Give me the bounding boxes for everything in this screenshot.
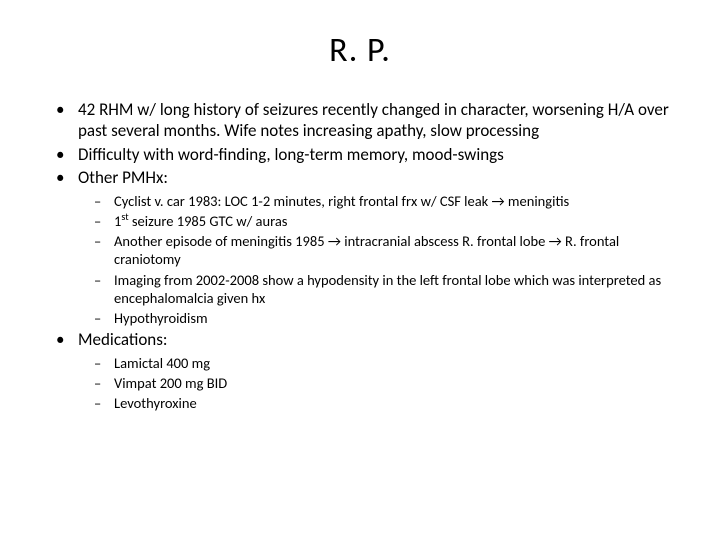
pmhx-seizure-post: seizure 1985 GTC w/ auras [129, 212, 288, 230]
pmhx-list: Cyclist v. car 1983: LOC 1-2 minutes, ri… [78, 192, 670, 327]
meds-list: Lamictal 400 mg Vimpat 200 mg BID Levoth… [78, 354, 670, 412]
pmhx-seizure-ordinal: st [121, 210, 128, 223]
bullet-medications-label: Medications: [78, 329, 167, 350]
pmhx-item-cyclist: Cyclist v. car 1983: LOC 1-2 minutes, ri… [114, 192, 670, 210]
pmhx-item-meningitis: Another episode of meningitis 1985 → int… [114, 232, 670, 268]
med-lamictal: Lamictal 400 mg [114, 354, 670, 372]
bullet-difficulty: Difficulty with word-finding, long-term … [78, 144, 670, 165]
bullet-medications: Medications: Lamictal 400 mg Vimpat 200 … [78, 329, 670, 413]
pmhx-item-seizure: 1st seizure 1985 GTC w/ auras [114, 212, 670, 230]
bullet-pmhx: Other PMHx: Cyclist v. car 1983: LOC 1-2… [78, 167, 670, 327]
bullet-history: 42 RHM w/ long history of seizures recen… [78, 99, 670, 142]
pmhx-item-imaging: Imaging from 2002-2008 show a hypodensit… [114, 271, 670, 307]
main-list: 42 RHM w/ long history of seizures recen… [50, 99, 670, 413]
med-vimpat: Vimpat 200 mg BID [114, 374, 670, 392]
page-title: R. P. [50, 30, 670, 71]
med-levothyroxine: Levothyroxine [114, 394, 670, 412]
pmhx-item-hypothyroid: Hypothyroidism [114, 309, 670, 327]
bullet-pmhx-label: Other PMHx: [78, 167, 168, 188]
